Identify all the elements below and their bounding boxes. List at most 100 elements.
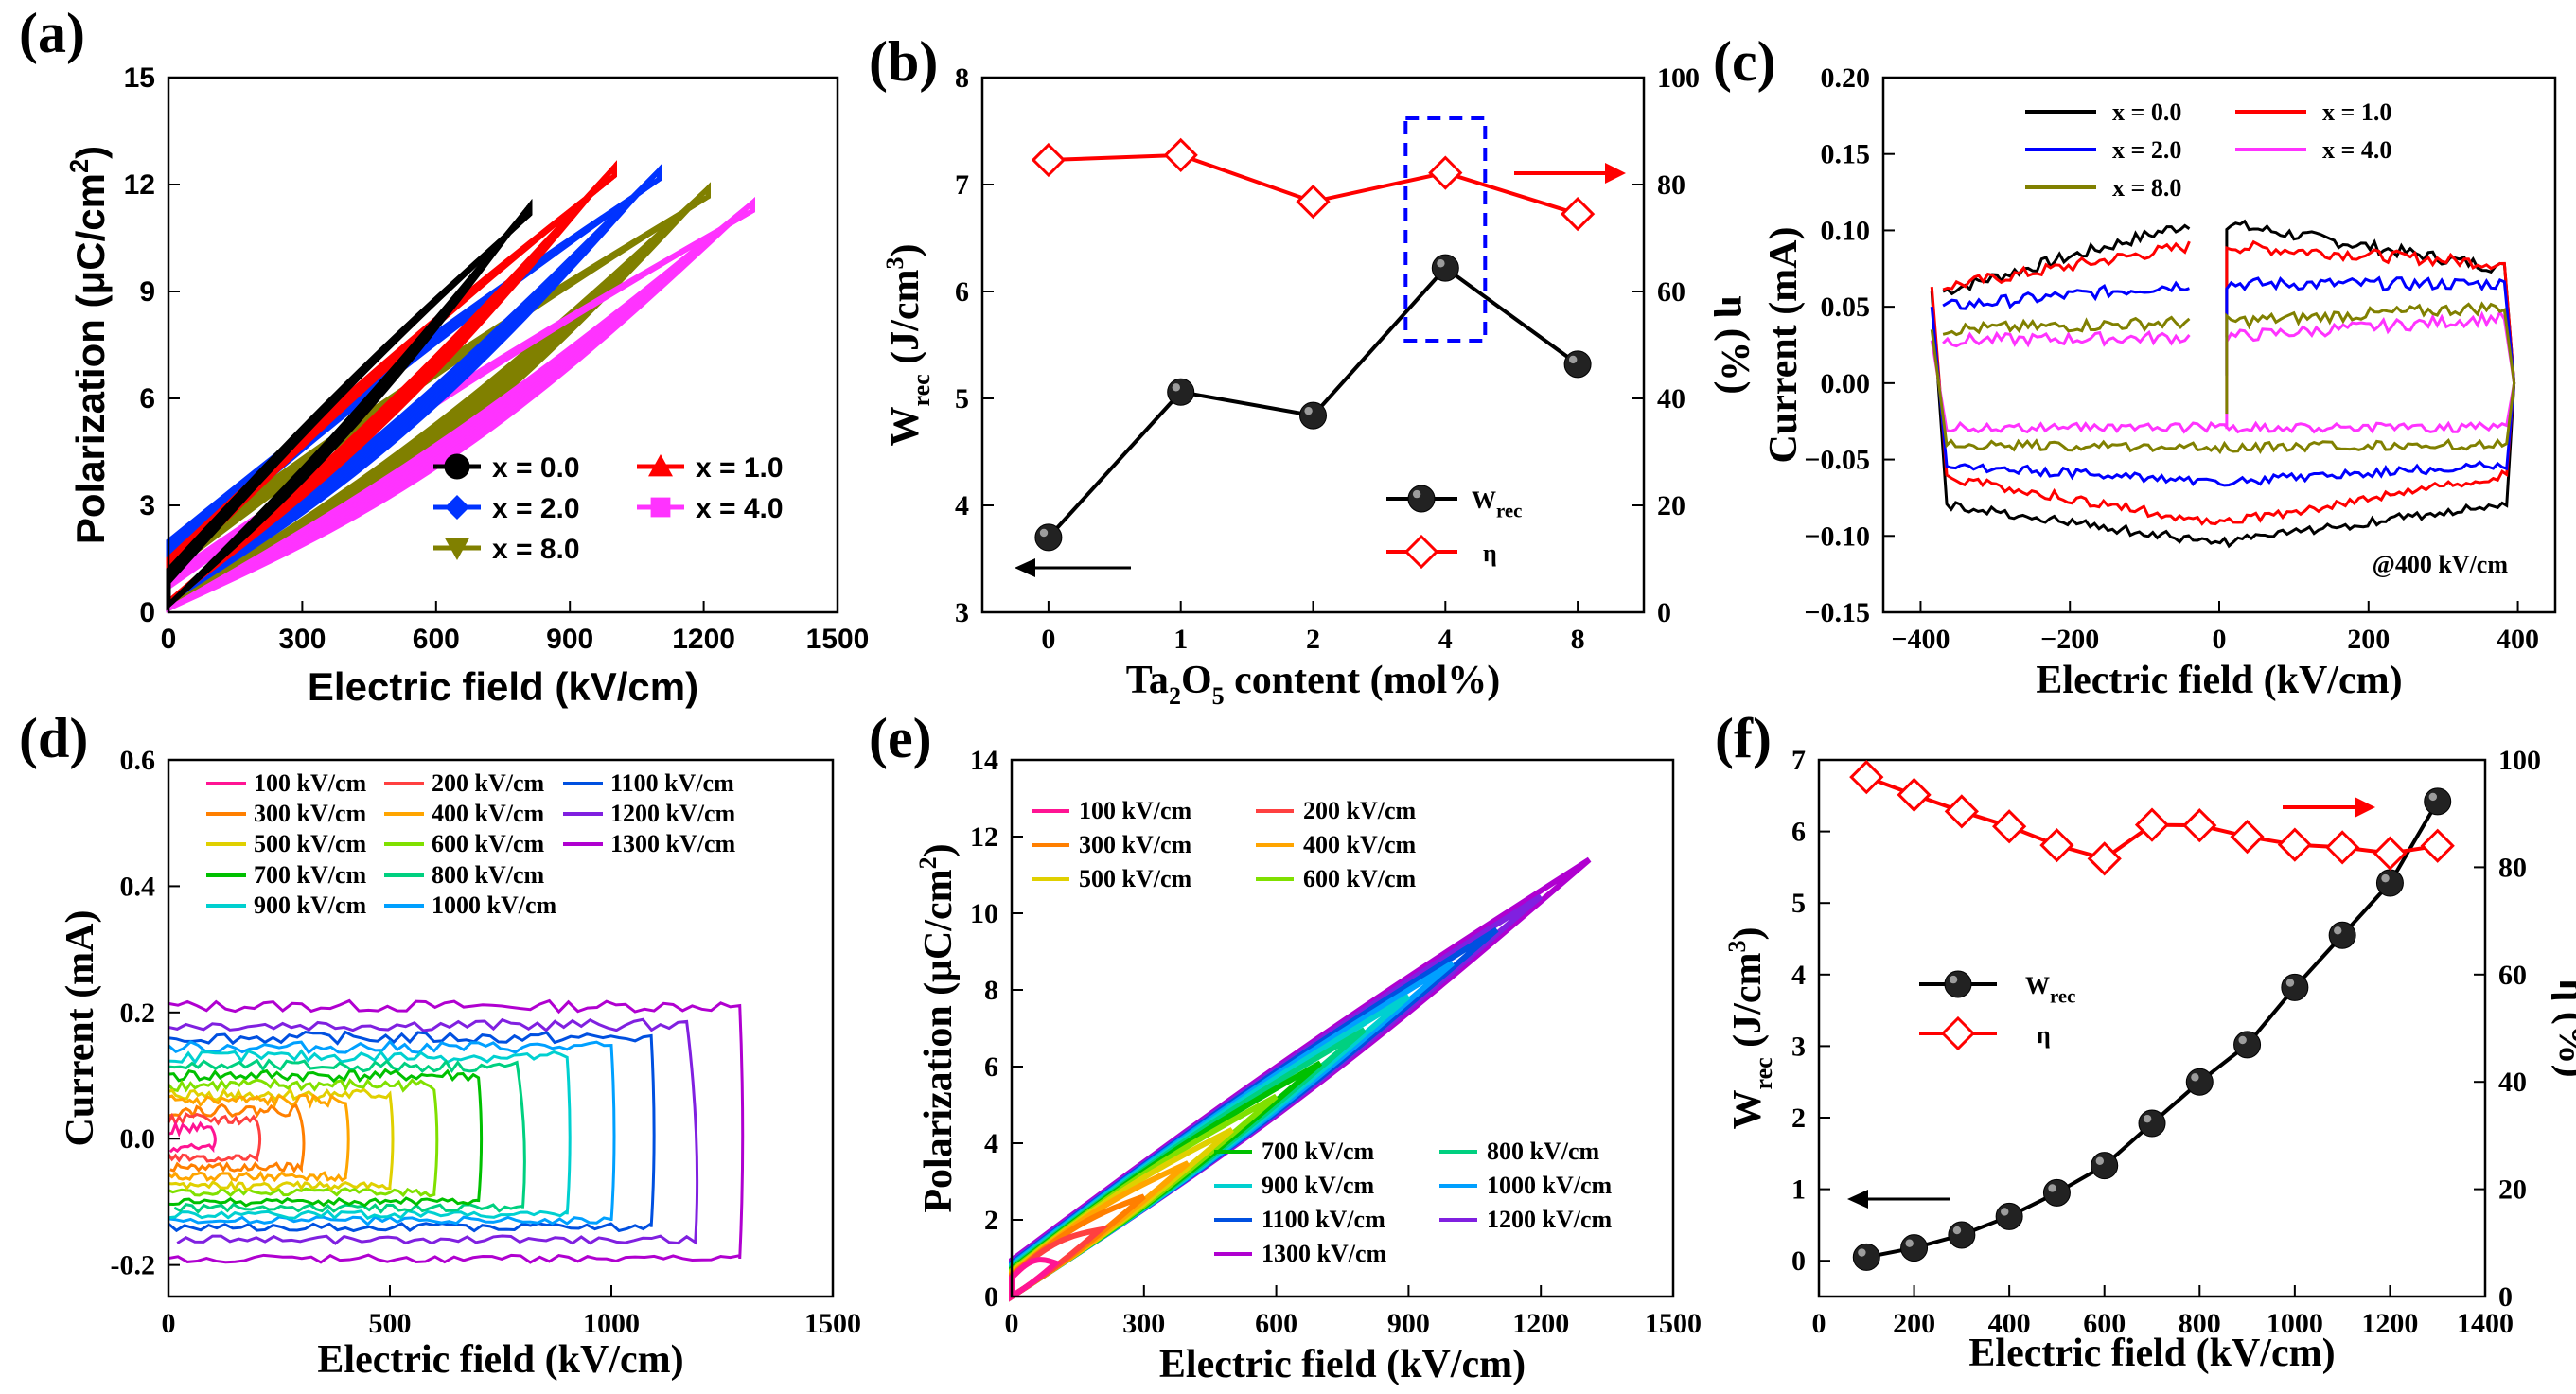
- d-legend-label: 800 kV/cm: [432, 861, 545, 889]
- e-legend-label: 600 kV/cm: [1303, 865, 1417, 892]
- a-ytick-label: 15: [124, 62, 155, 94]
- f-ytick-label: 5: [1791, 888, 1806, 919]
- b-xlabel-part: O: [1181, 659, 1212, 702]
- f-wrec-point-highlight: [1952, 1226, 1962, 1235]
- c-xtick-label: 400: [2497, 624, 2539, 655]
- c-ytick-label: 0.20: [1821, 62, 1871, 94]
- f-wrec-point: [2042, 1178, 2071, 1207]
- c-legend-label: x = 4.0: [2322, 136, 2391, 164]
- c-iv-curve: [1930, 275, 2516, 487]
- d-iv-100kVcm: [168, 1120, 217, 1154]
- f-wrec-point-highlight: [2191, 1073, 2199, 1082]
- f-xtick-label: 1200: [2361, 1308, 2418, 1339]
- f-ylabel-part: 3: [1723, 941, 1751, 953]
- f-y2tick-label: 60: [2498, 960, 2527, 991]
- f-wrec-point-highlight: [2334, 926, 2342, 935]
- b-xtick-label: 0: [1041, 624, 1055, 655]
- b-ytick-label: 4: [955, 490, 969, 521]
- a-xtick-label: 0: [161, 624, 177, 655]
- b-legend-marker: [1403, 534, 1439, 570]
- f-wrec-point: [1852, 1243, 1880, 1271]
- e-ytick-label: 6: [984, 1051, 998, 1083]
- c-legend-label: x = 8.0: [2112, 174, 2181, 202]
- d-legend-label: 700 kV/cm: [254, 861, 367, 889]
- b-ylabel-part: (J/cm: [884, 270, 927, 375]
- d-iv-200kVcm: [167, 1112, 262, 1163]
- b-y2tick-label: 60: [1657, 276, 1685, 308]
- c-iv-curve: [1930, 239, 2516, 526]
- a-ytick-label: 12: [124, 169, 155, 201]
- d-iv-700kVcm: [168, 1068, 484, 1208]
- f-eta-point: [2134, 807, 2170, 842]
- f-eta-point: [2325, 830, 2360, 865]
- b-ylabel-part: W: [884, 406, 927, 446]
- b-eta-point: [1428, 155, 1463, 190]
- f-y2label: η (%): [2550, 979, 2576, 1077]
- f-eta-point: [2087, 841, 2122, 876]
- c-iv-curve: [1930, 301, 2516, 455]
- d-legend-label: 400 kV/cm: [432, 800, 545, 827]
- b-y2tick-label: 80: [1657, 169, 1685, 201]
- f-wrec-point-highlight: [2238, 1035, 2247, 1045]
- f-ylabel-part: (J/cm: [1726, 953, 1770, 1058]
- a-legend-marker: [445, 495, 469, 520]
- f-legend-label-part: W: [2025, 972, 2050, 999]
- e-legend-label: 800 kV/cm: [1487, 1138, 1600, 1165]
- d-iv-curve: [168, 1086, 395, 1192]
- d-ytick-label: 0.0: [120, 1123, 156, 1155]
- f-wrec-point: [2328, 921, 2356, 949]
- a-ylabel-part: C/cm: [68, 173, 113, 271]
- d-legend-label: 1000 kV/cm: [432, 891, 557, 919]
- f-ylabel: Wrec (J/cm3): [1723, 927, 1777, 1130]
- c-iv-x80: [1930, 301, 2516, 455]
- a-xlabel: Electric field (kV/cm): [308, 664, 698, 709]
- a-legend-label: x = 0.0: [492, 452, 580, 484]
- f-eta-point: [1849, 760, 1884, 795]
- a-ytick-label: 6: [139, 383, 155, 415]
- f-xtick-label: 400: [1988, 1308, 2031, 1339]
- d-ytick-label: 0.2: [120, 997, 156, 1029]
- a-legend-label: x = 1.0: [696, 452, 784, 484]
- c-frame: [1881, 76, 2557, 614]
- f-legend-marker: [1944, 970, 1972, 998]
- d-ytick-label: 0.4: [120, 871, 156, 902]
- e-xtick-label: 1500: [1645, 1308, 1702, 1339]
- b-eta-point: [1560, 196, 1596, 232]
- b-wrec-point-highlight: [1569, 355, 1578, 364]
- panel-c-letter: (c): [1713, 30, 1776, 93]
- d-ylabel: Current (mA): [59, 910, 102, 1147]
- panel-d: (d) 0 500 1000 1500 -0.2 0.0 0.2 0.4 0.6 Electric …: [19, 707, 861, 1382]
- a-legend-label: x = 2.0: [492, 493, 580, 524]
- b-left-arrow-head: [1015, 558, 1035, 577]
- b-wrec-point-highlight: [1437, 259, 1445, 268]
- c-ytick-label: −0.15: [1804, 597, 1870, 628]
- c-xtick-label: 0: [2213, 624, 2227, 655]
- e-xtick-label: 900: [1387, 1308, 1430, 1339]
- b-xlabel-part: 5: [1212, 682, 1225, 710]
- c-xlabel: Electric field (kV/cm): [2036, 659, 2402, 702]
- b-xlabel-part: Ta: [1126, 659, 1169, 702]
- b-ylabel: Wrec (J/cm3): [881, 244, 935, 447]
- pe-loop-curve: [166, 199, 533, 611]
- d-legend-label: 300 kV/cm: [254, 800, 367, 827]
- e-frame: [1010, 758, 1675, 1298]
- f-legend-marker: [1940, 1015, 1976, 1051]
- f-xtick-label: 200: [1893, 1308, 1935, 1339]
- c-xtick-label: 200: [2347, 624, 2390, 655]
- panel-a-letter: (a): [19, 2, 85, 64]
- d-iv-500kVcm: [168, 1086, 395, 1192]
- f-legend-marker-highlight: [1949, 975, 1958, 984]
- b-legend-label-part: rec: [1496, 501, 1522, 522]
- a-ylabel-part: μ: [68, 271, 113, 295]
- f-wrec-point-highlight: [2048, 1184, 2056, 1192]
- b-wrec-point: [1167, 378, 1195, 406]
- a-ylabel-part: 2: [64, 159, 94, 173]
- f-eta-point: [2420, 828, 2455, 863]
- d-iv-curve: [168, 1030, 656, 1233]
- d-iv-1000kVcm: [168, 1039, 616, 1226]
- d-frame: [167, 758, 835, 1298]
- d-legend-label: 100 kV/cm: [254, 769, 367, 797]
- e-ylabel-part: C/cm: [917, 869, 961, 960]
- d-iv-400kVcm: [168, 1093, 350, 1183]
- b-eta-point: [1163, 137, 1198, 173]
